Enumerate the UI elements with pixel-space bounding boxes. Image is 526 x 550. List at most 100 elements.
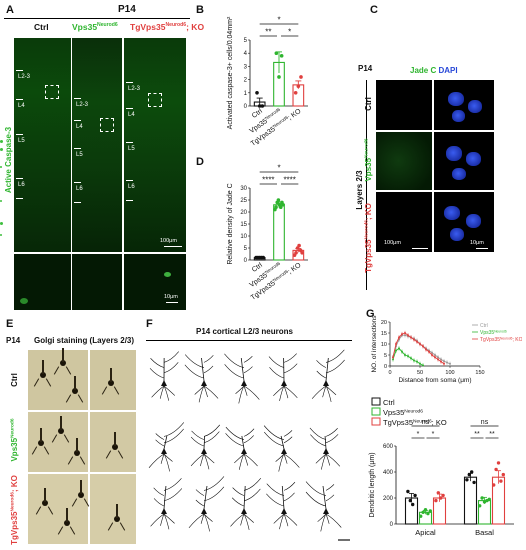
g1-x-tick-label-3: 150 xyxy=(475,370,484,376)
panel-f-title: P14 cortical L2/3 neurons xyxy=(196,327,293,336)
neuron-basal-6-2 xyxy=(203,453,210,470)
g1-point-2-3 xyxy=(401,333,403,336)
sig-label-0: * xyxy=(277,164,280,173)
nucleus-4 xyxy=(466,152,481,166)
g2-point-1-1-1 xyxy=(480,496,484,500)
g1-point-2-16 xyxy=(440,360,442,363)
micro-c-tg-left xyxy=(376,192,432,252)
sig-label-2: * xyxy=(288,28,291,37)
jade-spot-0 xyxy=(0,140,3,143)
neuron-oblique-1-0 xyxy=(184,364,205,379)
neuron-basal-9-2 xyxy=(325,453,331,466)
point-1-3 xyxy=(276,198,281,202)
neuron-basal-3-2 xyxy=(283,385,289,399)
golgi-soma-9 xyxy=(64,520,70,526)
g2-bar-1-1 xyxy=(477,500,492,525)
jade-spot-3 xyxy=(0,200,2,202)
layer-tick-end-2 xyxy=(126,200,133,201)
y-axis-label: Relative density of Jade C xyxy=(227,183,234,264)
panel-c-row-rule xyxy=(366,80,367,290)
micro-a-vps-bottom xyxy=(72,254,122,310)
neuron-11 xyxy=(188,476,225,532)
nucleus-5 xyxy=(452,168,466,180)
g2-point-1-0-3 xyxy=(472,480,476,485)
neuron-oblique-10-2 xyxy=(153,487,165,496)
panel-e-row-label-1: Vps35Neurod6 xyxy=(10,418,19,462)
neuron-soma-6 xyxy=(201,448,207,454)
g2-point-0-2-2 xyxy=(439,496,443,500)
golgi-soma-3 xyxy=(108,380,114,386)
neuron-basal-2-0 xyxy=(235,385,245,394)
neuron-basal-1-3 xyxy=(203,385,219,399)
neuron-basal-14-1 xyxy=(320,513,327,532)
neuron-basal-4-3 xyxy=(325,385,337,396)
neuron-oblique-5-3 xyxy=(163,422,185,437)
neuron-oblique-0-1 xyxy=(163,362,179,374)
g2-legend-label-0: Ctrl xyxy=(383,398,395,407)
neuron-2 xyxy=(224,353,260,404)
panel-g-label: G xyxy=(366,308,375,320)
golgi-apical-6 xyxy=(76,438,78,452)
neuron-9 xyxy=(309,427,341,470)
golgi-soma-11 xyxy=(114,516,120,522)
g1-x-axis-label: Distance from soma (μm) xyxy=(398,377,471,384)
y-tick-label-0: 0 xyxy=(244,104,248,110)
neuron-oblique-4-1 xyxy=(325,359,345,374)
g2-y-tick-label-2: 400 xyxy=(383,470,394,476)
g2-point-0-0-0 xyxy=(406,489,410,494)
layer-tick-end-0 xyxy=(16,198,23,199)
g1-point-1-4 xyxy=(404,354,406,356)
g1-point-2-11 xyxy=(425,348,427,351)
layer-tick-1-1 xyxy=(74,120,81,121)
g2-point-0-1-2 xyxy=(423,508,428,512)
g1-point-1-3 xyxy=(401,350,403,353)
neuron-4 xyxy=(311,349,345,402)
g2-point-1-2-0 xyxy=(492,483,496,487)
neuron-oblique-1-3 xyxy=(203,355,214,363)
point-2-0 xyxy=(293,91,298,95)
g1-point-2-10 xyxy=(422,345,424,348)
neuron-soma-4 xyxy=(323,380,329,386)
layer-label-2-3: L6 xyxy=(128,184,135,190)
neuron-basal-4-2 xyxy=(325,385,332,402)
neuron-basal-14-0 xyxy=(317,513,327,522)
neuron-basal-9-1 xyxy=(321,453,327,470)
panel-a-age: P14 xyxy=(118,4,136,15)
neuron-basal-10-0 xyxy=(150,513,165,527)
neuron-oblique-14-2 xyxy=(305,481,327,496)
g1-legend-label-0: Ctrl xyxy=(480,323,488,329)
g1-point-1-2 xyxy=(398,347,400,350)
point-1-2 xyxy=(279,54,284,58)
layer-tick-0-2 xyxy=(16,134,23,135)
panel-c-stain-dapi: DAPI xyxy=(438,66,458,75)
neuron-oblique-0-2 xyxy=(150,358,165,368)
g1-point-1-1 xyxy=(395,349,397,352)
panel-c-row-label-2: TgVps35Neurod6; KO xyxy=(364,203,373,273)
golgi-apical-4 xyxy=(40,428,42,442)
neuron-oblique-7-0 xyxy=(225,433,245,447)
layer-label-1-0: L2-3 xyxy=(76,102,89,108)
neuron-oblique-13-0 xyxy=(266,493,285,507)
g1-point-2-5 xyxy=(407,334,409,337)
y-tick-label-4: 4 xyxy=(244,51,248,57)
g1-point-2-17 xyxy=(443,362,445,365)
g2-point-1-0-0 xyxy=(465,478,469,482)
neuron-oblique-14-0 xyxy=(305,491,327,507)
neuron-soma-1 xyxy=(201,380,207,386)
g1-point-1-5 xyxy=(407,355,409,358)
category-label-0: Ctrl xyxy=(251,108,264,120)
neuron-basal-4-0 xyxy=(311,385,327,399)
micro-c-ctrl-right xyxy=(434,80,494,130)
golgi-tg-right xyxy=(90,474,136,544)
g1-point-2-2 xyxy=(398,336,400,339)
g2-y-tick-label-3: 600 xyxy=(383,444,394,450)
g1-y-axis-label: NO. of intersections xyxy=(371,315,378,373)
neuron-basal-10-3 xyxy=(163,513,175,524)
panel-c-label: C xyxy=(370,4,378,16)
neuron-oblique-8-2 xyxy=(263,425,285,440)
golgi-vps-left xyxy=(28,412,88,472)
neuron-13 xyxy=(266,481,298,530)
neuron-basal-1-0 xyxy=(194,385,205,395)
neuron-soma-9 xyxy=(323,448,329,454)
layer-label-0-0: L2-3 xyxy=(18,74,31,80)
